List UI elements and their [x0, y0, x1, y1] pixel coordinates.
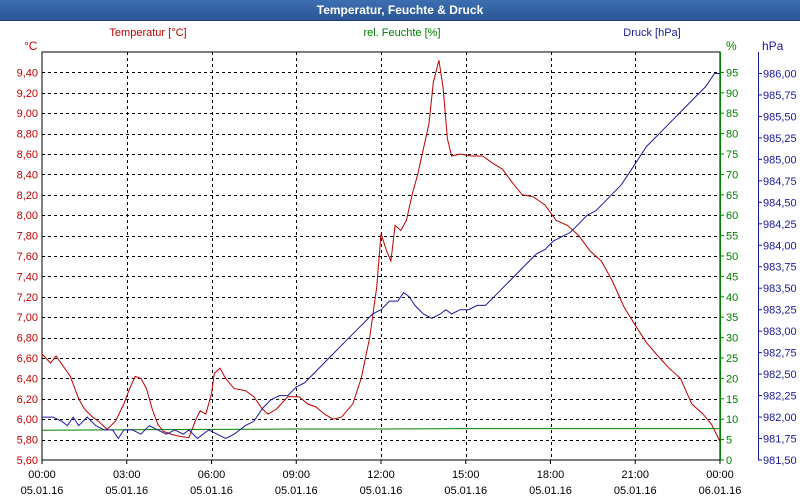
series-line-humidity: [41, 428, 720, 431]
x-tick-time: 18:00: [537, 469, 565, 481]
y-tick-temperature: 6,80: [17, 333, 38, 345]
x-tick-date: 05.01.16: [275, 485, 318, 497]
y-axis-humidity-unit: %: [726, 39, 737, 53]
y-tick-pressure: 983,00: [763, 326, 797, 338]
y-tick-humidity: 5: [726, 435, 732, 447]
x-tick-time: 00:00: [706, 469, 734, 481]
x-tick-date: 05.01.16: [21, 485, 64, 497]
y-tick-pressure: 982,00: [763, 412, 797, 424]
y-tick-humidity: 10: [726, 414, 738, 426]
y-tick-humidity: 75: [726, 149, 738, 161]
y-tick-pressure: 984,75: [763, 176, 797, 188]
y-tick-temperature: 7,80: [17, 231, 38, 243]
y-tick-humidity: 65: [726, 190, 738, 202]
x-tick-time: 03:00: [113, 469, 141, 481]
y-tick-humidity: 95: [726, 67, 738, 79]
y-axis-left-unit: °C: [24, 39, 38, 53]
y-tick-pressure: 985,25: [763, 133, 797, 145]
x-tick-time: 09:00: [282, 469, 310, 481]
x-tick-time: 21:00: [621, 469, 649, 481]
y-tick-temperature: 5,60: [17, 455, 38, 467]
y-tick-humidity: 35: [726, 312, 738, 324]
y-tick-pressure: 983,50: [763, 283, 797, 295]
y-tick-temperature: 6,00: [17, 414, 38, 426]
y-tick-pressure: 984,00: [763, 240, 797, 252]
x-tick-date: 05.01.16: [444, 485, 487, 497]
y-tick-humidity: 45: [726, 271, 738, 283]
y-tick-pressure: 986,00: [763, 68, 797, 80]
chart-title: Temperatur, Feuchte & Druck: [0, 0, 800, 21]
y-tick-temperature: 8,00: [17, 210, 38, 222]
y-tick-humidity: 70: [726, 169, 738, 181]
y-tick-humidity: 25: [726, 353, 738, 365]
y-tick-pressure: 981,50: [763, 455, 797, 467]
y-tick-temperature: 7,40: [17, 271, 38, 283]
y-tick-humidity: 60: [726, 210, 738, 222]
y-tick-pressure: 983,75: [763, 262, 797, 274]
x-tick-date: 05.01.16: [190, 485, 233, 497]
y-tick-temperature: 6,60: [17, 353, 38, 365]
y-tick-temperature: 7,00: [17, 312, 38, 324]
x-tick-date: 06.01.16: [699, 485, 742, 497]
y-tick-humidity: 20: [726, 373, 738, 385]
y-tick-temperature: 8,60: [17, 149, 38, 161]
y-tick-temperature: 7,20: [17, 292, 38, 304]
series-line-temperature: [41, 60, 721, 442]
legend-pressure: Druck [hPa]: [623, 27, 680, 39]
y-tick-pressure: 983,25: [763, 305, 797, 317]
y-tick-humidity: 0: [726, 455, 732, 467]
y-axis-pressure-unit: hPa: [762, 39, 784, 53]
y-tick-temperature: 9,20: [17, 88, 38, 100]
legend-humidity: rel. Feuchte [%]: [363, 27, 440, 39]
y-tick-temperature: 8,20: [17, 190, 38, 202]
y-tick-pressure: 981,75: [763, 434, 797, 446]
y-tick-humidity: 80: [726, 129, 738, 141]
y-tick-temperature: 8,80: [17, 129, 38, 141]
legend-temperature: Temperatur [°C]: [109, 27, 186, 39]
y-tick-humidity: 40: [726, 292, 738, 304]
y-tick-pressure: 984,25: [763, 219, 797, 231]
y-tick-pressure: 985,75: [763, 90, 797, 102]
y-tick-pressure: 982,50: [763, 369, 797, 381]
y-tick-pressure: 982,75: [763, 348, 797, 360]
y-tick-pressure: 984,50: [763, 197, 797, 209]
y-tick-temperature: 6,20: [17, 394, 38, 406]
y-tick-temperature: 9,00: [17, 108, 38, 120]
y-tick-temperature: 8,40: [17, 169, 38, 181]
series-line-pressure: [42, 73, 720, 440]
x-tick-time: 15:00: [452, 469, 480, 481]
y-tick-humidity: 55: [726, 231, 738, 243]
y-tick-humidity: 90: [726, 88, 738, 100]
y-tick-temperature: 9,40: [17, 67, 38, 79]
y-tick-pressure: 982,25: [763, 391, 797, 403]
y-tick-pressure: 985,00: [763, 154, 797, 166]
x-tick-date: 05.01.16: [529, 485, 572, 497]
y-tick-humidity: 15: [726, 394, 738, 406]
x-tick-date: 05.01.16: [360, 485, 403, 497]
x-tick-time: 12:00: [367, 469, 395, 481]
x-tick-date: 05.01.16: [614, 485, 657, 497]
x-tick-time: 06:00: [198, 469, 226, 481]
y-tick-humidity: 85: [726, 108, 738, 120]
y-tick-humidity: 30: [726, 333, 738, 345]
x-tick-time: 00:00: [28, 469, 56, 481]
y-tick-temperature: 6,40: [17, 373, 38, 385]
y-tick-temperature: 7,60: [17, 251, 38, 263]
y-tick-pressure: 985,50: [763, 111, 797, 123]
x-tick-date: 05.01.16: [105, 485, 148, 497]
y-tick-humidity: 50: [726, 251, 738, 263]
y-tick-temperature: 5,80: [17, 435, 38, 447]
